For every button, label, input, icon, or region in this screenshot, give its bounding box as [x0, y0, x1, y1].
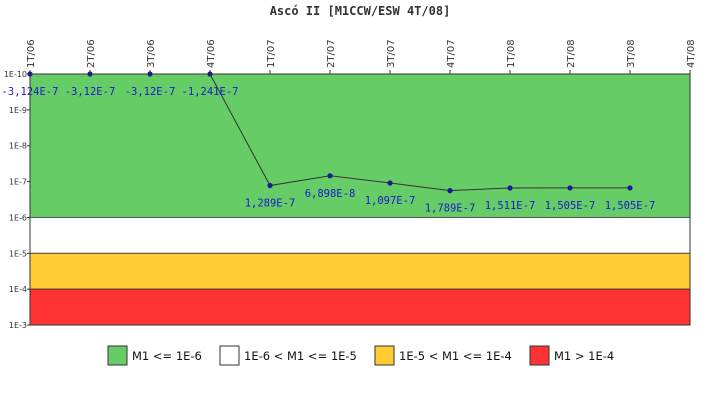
- y-axis-ticks: 1E-10 1E-9 1E-8 1E-7 1E-6 1E-5 1E-4 1E-3: [4, 70, 30, 330]
- x-tick-label: 2T/07: [326, 39, 337, 68]
- data-label: 1,097E-7: [365, 195, 416, 207]
- data-labels: -3,124E-7 -3,12E-7 -3,12E-7 -1,241E-71,289E…: [2, 86, 656, 215]
- data-point: [627, 185, 633, 191]
- band-4: [29, 288, 691, 326]
- x-tick-label: 3T/06: [146, 39, 157, 68]
- legend-swatch-1: [107, 345, 128, 366]
- threshold-bands: [29, 73, 691, 326]
- data-label: -3,12E-7: [65, 86, 116, 98]
- data-point: [567, 185, 573, 191]
- x-tick-label: 3T/07: [386, 39, 397, 68]
- x-tick-label: 2T/06: [86, 39, 97, 68]
- data-label: -1,241E-7: [182, 86, 239, 98]
- x-axis-ticks: 1T/06 2T/06 3T/06 4T/06 1T/07 2T/07 3T/07 4T/07…: [26, 39, 697, 74]
- data-label: 1,511E-7: [485, 200, 536, 212]
- x-tick-label: 3T/08: [626, 39, 637, 68]
- legend-label-3: 1E-5 < M1 <= 1E-4: [399, 349, 512, 363]
- legend-label-2: 1E-6 < M1 <= 1E-5: [244, 349, 357, 363]
- data-points: [27, 71, 633, 194]
- x-tick-label: 4T/07: [446, 39, 457, 68]
- data-label: 1,505E-7: [605, 200, 656, 212]
- data-point: [387, 180, 393, 186]
- x-tick-label: 1T/06: [26, 39, 37, 68]
- x-tick-label: 2T/08: [566, 39, 577, 68]
- band-3: [29, 252, 691, 290]
- y-tick-label: 1E-9: [9, 106, 27, 115]
- legend-swatch-4: [529, 345, 550, 366]
- data-point: [327, 173, 333, 179]
- x-tick-label: 1T/07: [266, 39, 277, 68]
- plot-frame: [29, 73, 691, 326]
- x-tick-label: 4T/08: [686, 39, 697, 68]
- y-tick-label: 1E-8: [9, 142, 27, 151]
- data-label: 1,505E-7: [545, 200, 596, 212]
- data-point: [447, 188, 453, 194]
- legend-swatch-2: [219, 345, 240, 366]
- data-label: 1,789E-7: [425, 203, 476, 215]
- data-label: 6,898E-8: [305, 188, 356, 200]
- y-tick-label: 1E-3: [9, 321, 27, 330]
- y-tick-label: 1E-5: [9, 249, 27, 258]
- data-point: [507, 185, 513, 191]
- legend-label-1: M1 <= 1E-6: [132, 349, 202, 363]
- legend-label-4: M1 > 1E-4: [554, 349, 614, 363]
- band-2: [29, 217, 691, 254]
- data-point: [267, 182, 273, 189]
- data-label: -3,12E-7: [125, 86, 176, 98]
- y-tick-label: 1E-7: [9, 178, 27, 187]
- y-tick-label: 1E-4: [9, 285, 27, 294]
- chart-title: Ascó II [M1CCW/ESW 4T/08]: [270, 4, 451, 18]
- x-tick-label: 1T/08: [506, 39, 517, 68]
- legend: M1 <= 1E-6 1E-6 < M1 <= 1E-5 1E-5 < M1 <= …: [107, 345, 614, 366]
- band-1: [29, 73, 691, 218]
- data-label: 1,289E-7: [245, 198, 296, 210]
- y-tick-label: 1E-10: [4, 70, 27, 79]
- y-tick-label: 1E-6: [9, 213, 27, 222]
- x-tick-label: 4T/06: [206, 39, 217, 68]
- legend-swatch-3: [374, 345, 395, 366]
